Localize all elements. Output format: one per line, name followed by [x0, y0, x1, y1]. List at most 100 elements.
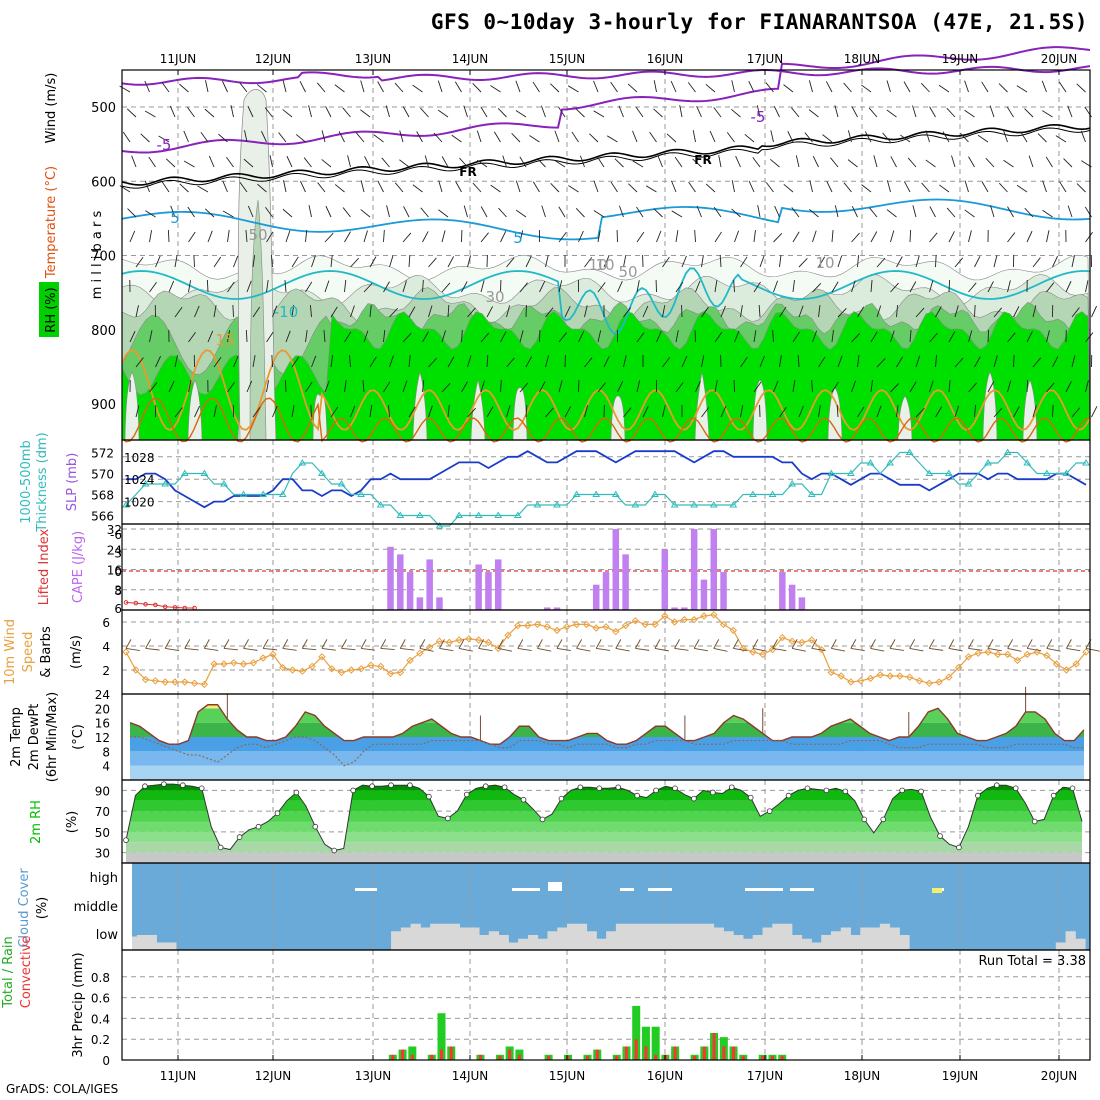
wind-barb [324, 380, 330, 393]
cloud-low-bar [713, 927, 724, 950]
wind-barb [623, 255, 627, 268]
thickness-point [1003, 448, 1012, 455]
wind-speed-point [621, 621, 630, 630]
rh-point [369, 783, 375, 790]
wind-barb [1013, 306, 1020, 318]
wind-barb [1058, 81, 1067, 93]
wind-barb [836, 404, 839, 418]
temp-tick: 24 [95, 688, 110, 702]
wind-barb [645, 185, 657, 193]
wind-barb [948, 331, 956, 343]
wind-barb [623, 407, 632, 418]
lifted-index-point [143, 602, 148, 607]
wind-barb-10m [694, 647, 709, 652]
wind-barb [675, 330, 679, 343]
wind-barb [490, 184, 501, 193]
wind-barb-10m [341, 647, 356, 651]
thickness-point [1062, 469, 1071, 476]
wind-barb-10m [458, 647, 473, 652]
wind-barb [349, 355, 351, 368]
wind-barb [688, 181, 696, 193]
wind-speed-point [631, 617, 640, 625]
contour-label: 10 [815, 254, 834, 272]
wind-barb [145, 210, 156, 218]
cape-bar [426, 559, 433, 610]
rh-point [956, 844, 962, 851]
wind-barb [792, 231, 800, 243]
rh-point [937, 833, 943, 839]
rh-point [728, 784, 735, 791]
wind-barb [857, 355, 860, 368]
wind-speed-point [651, 620, 659, 629]
wind-speed-point [759, 650, 767, 659]
wind-barb [903, 81, 911, 93]
wind-barb [222, 210, 234, 218]
date-tick-bottom: 19JUN [942, 1069, 979, 1083]
wind-barb [558, 106, 566, 118]
ylabel-temperature: Temperature (°C) [44, 166, 59, 279]
thickness-point [572, 490, 581, 497]
wind-barb [1052, 404, 1054, 418]
wind-barb [1080, 130, 1086, 143]
rh-point [823, 787, 830, 794]
thickness-point [553, 501, 561, 508]
wind-barb [389, 307, 399, 318]
wind-barb [718, 155, 722, 168]
date-tick-top: 12JUN [255, 52, 292, 66]
wind-speed-point [690, 615, 698, 624]
rh-point [691, 795, 697, 802]
wind-barb [321, 130, 326, 143]
wind-barb [402, 380, 408, 393]
wind-barb [122, 131, 131, 143]
wind-barb [753, 281, 761, 293]
wind-barb [493, 131, 501, 143]
wind-barb-tick [713, 639, 720, 649]
wind-barb [323, 330, 326, 343]
wind-barb [731, 180, 735, 193]
wind-barb [204, 208, 215, 218]
wind-barb [303, 157, 312, 168]
precip-conv-bar [702, 1046, 706, 1060]
wind-speed-point [1062, 666, 1071, 674]
wind-barb [744, 133, 755, 143]
wind-barb [149, 282, 157, 293]
pressure-tick: 700 [91, 250, 116, 265]
rh-point [350, 787, 356, 794]
wind-barb [948, 380, 951, 393]
wind-speed-point [396, 668, 404, 677]
wind-barb [247, 205, 254, 218]
wind-barb-tick [125, 639, 132, 649]
thickness-point [611, 490, 620, 497]
wind-barb [207, 330, 214, 343]
wind-barb [428, 305, 433, 318]
rh-point [142, 783, 148, 790]
wind-barb [422, 380, 425, 393]
wind-barb [597, 156, 605, 168]
wind-barb [403, 206, 410, 218]
thickness-point [396, 511, 405, 518]
freezing-level [121, 123, 1091, 186]
precip-conv-bar [615, 1055, 619, 1060]
wind-barb [589, 133, 599, 143]
ylabel-convective: Convective [19, 936, 34, 1009]
cloud-low-bar [723, 931, 734, 950]
wind-speed-point [915, 677, 924, 685]
cloud-low-bar [664, 923, 676, 950]
wind-barb [244, 130, 248, 143]
wind-barb [909, 330, 912, 343]
wind-barb [797, 354, 800, 368]
wind-barb [1065, 381, 1072, 393]
thickness-point [964, 480, 973, 487]
precip-conv-bar [624, 1046, 628, 1060]
wind-barb [1076, 183, 1086, 193]
cloud-high-gap [620, 888, 634, 891]
wind-barb [350, 305, 355, 318]
wind-barb [476, 130, 482, 143]
wind-barb [480, 332, 490, 343]
contour-label: 15 [215, 331, 234, 349]
wind-barb [519, 382, 529, 393]
wind-barb [169, 105, 176, 118]
precip-conv-bar [566, 1055, 570, 1060]
wind-barb [441, 330, 446, 343]
rh-point [123, 837, 129, 843]
